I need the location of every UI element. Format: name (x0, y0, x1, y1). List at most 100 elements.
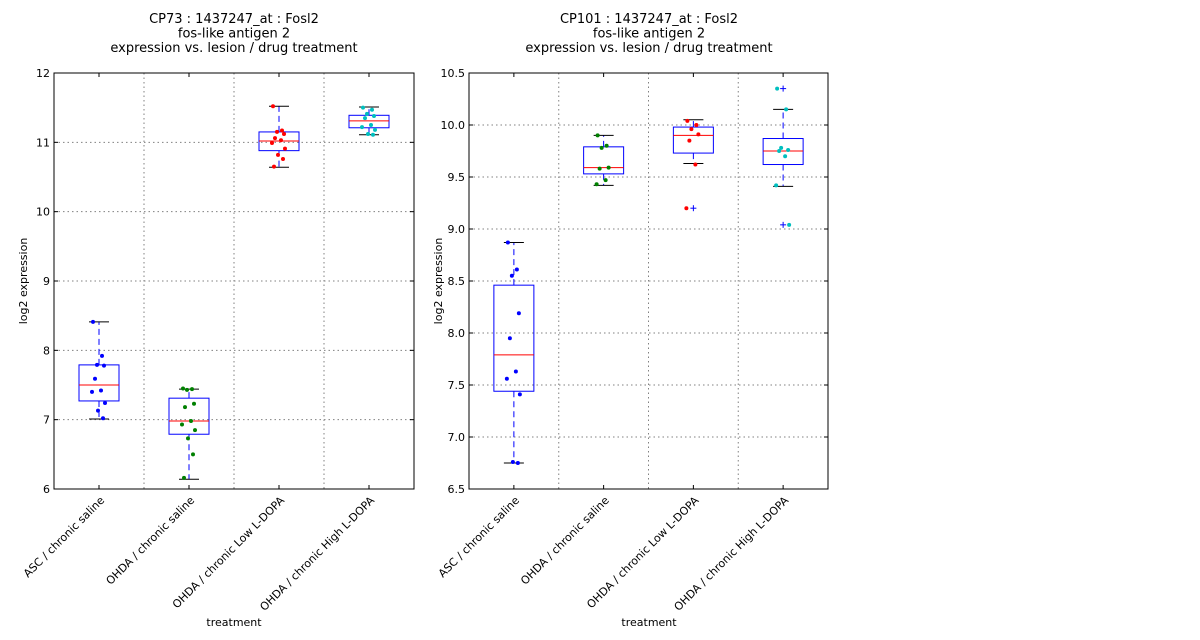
chart-title-line: fos-like antigen 2 (178, 27, 290, 42)
y-tick-label: 10.0 (441, 119, 466, 132)
box-4 (762, 85, 804, 228)
data-point (777, 149, 782, 153)
data-point (99, 388, 103, 393)
data-point (271, 104, 275, 109)
y-tick-label: 8 (43, 344, 50, 357)
data-point (101, 416, 105, 421)
plot-frame (468, 72, 829, 490)
data-point (787, 222, 792, 227)
data-point (366, 132, 370, 137)
y-tick-label: 7.5 (448, 379, 466, 392)
data-point (281, 156, 285, 161)
box-iqr (583, 146, 625, 175)
data-point (193, 428, 197, 433)
y-tick-label: 6 (43, 483, 50, 496)
x-tick-label: ASC / chronic saline (21, 494, 107, 580)
y-tick-label: 12 (36, 67, 50, 80)
data-point (280, 128, 284, 133)
data-point (784, 107, 789, 112)
data-point (360, 125, 364, 130)
y-tick-label: 7.0 (448, 431, 466, 444)
box-iqr (672, 126, 714, 154)
data-point (370, 107, 374, 112)
box-iqr (348, 114, 390, 129)
data-point (693, 162, 698, 167)
box-iqr (493, 284, 535, 392)
data-point (509, 273, 514, 278)
data-point (515, 461, 520, 465)
data-point (516, 311, 521, 316)
data-point (276, 152, 280, 157)
data-point (273, 136, 277, 141)
data-point (507, 336, 512, 341)
data-point (689, 127, 694, 132)
data-point (182, 475, 186, 480)
data-point (279, 138, 283, 143)
x-tick-label: OHDA / chronic saline (104, 494, 198, 588)
data-point (696, 132, 701, 137)
data-point (783, 154, 788, 159)
data-point (272, 164, 276, 169)
plot-frame (53, 72, 415, 490)
data-point (95, 362, 99, 367)
data-point (189, 419, 193, 424)
box-iqr (78, 364, 120, 402)
data-point (604, 143, 609, 148)
x-axis-label: treatment (621, 616, 677, 629)
data-point (96, 408, 100, 413)
data-point (775, 86, 780, 91)
data-point (694, 123, 699, 127)
data-point (90, 389, 94, 394)
data-point (513, 369, 518, 374)
chart-title-line: expression vs. lesion / drug treatment (525, 41, 772, 56)
box-1 (493, 240, 535, 465)
data-point (91, 319, 95, 324)
data-point (192, 401, 196, 406)
data-point (514, 267, 519, 272)
data-point (510, 459, 515, 464)
x-axis-label: treatment (206, 616, 262, 629)
data-point (372, 113, 376, 118)
data-point (369, 123, 373, 127)
data-point (186, 436, 190, 441)
data-point (597, 166, 602, 171)
data-point (505, 240, 510, 245)
y-tick-label: 11 (36, 136, 50, 149)
y-tick-label: 8.0 (448, 327, 466, 340)
data-point (687, 138, 692, 143)
data-point (190, 387, 194, 392)
y-tick-label: 9.0 (448, 223, 466, 236)
data-point (595, 133, 600, 138)
data-point (606, 165, 611, 170)
y-tick-label: 7 (43, 414, 50, 427)
data-point (594, 182, 599, 187)
data-point (365, 111, 369, 116)
data-point (282, 132, 286, 137)
data-point (191, 452, 195, 457)
data-point (504, 376, 509, 381)
data-point (363, 116, 367, 121)
chart-title-line: CP73 : 1437247_at : Fosl2 (149, 12, 319, 27)
y-tick-label: 10 (36, 206, 50, 219)
data-point (779, 145, 784, 150)
data-point (603, 178, 608, 183)
y-tick-label: 10.5 (441, 67, 466, 80)
box-2 (583, 133, 625, 187)
data-point (685, 118, 690, 123)
x-tick-label: ASC / chronic saline (436, 494, 522, 580)
data-point (361, 105, 365, 110)
data-point (684, 206, 689, 211)
y-tick-label: 8.5 (448, 275, 466, 288)
data-point (93, 376, 97, 381)
chart-title-line: fos-like antigen 2 (593, 27, 705, 42)
y-tick-label: 9 (43, 275, 50, 288)
y-tick-label: 6.5 (448, 483, 466, 496)
data-point (517, 392, 522, 397)
data-point (181, 386, 185, 391)
box-3 (258, 104, 300, 169)
data-point (599, 145, 604, 150)
chart-title-line: expression vs. lesion / drug treatment (110, 41, 357, 56)
box-iqr (762, 138, 804, 166)
